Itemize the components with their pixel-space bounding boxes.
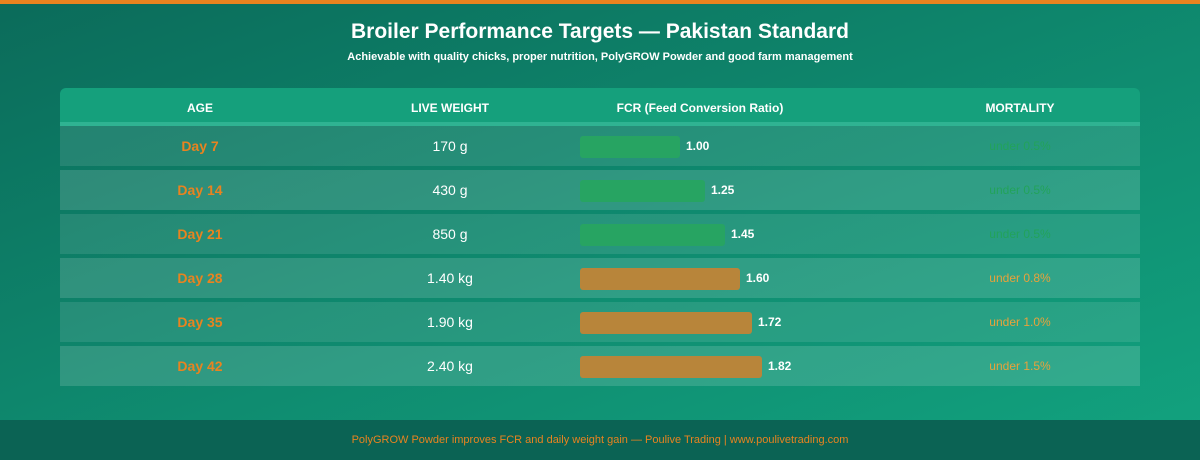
table-row: Day 7 170 g 1.00 under 0.5% (60, 126, 1140, 166)
mortality-cell: under 0.8% (989, 271, 1051, 285)
fcr-bar (580, 136, 680, 158)
column-header-age: AGE (186, 101, 213, 115)
table-row: Day 35 1.90 kg 1.72 under 1.0% (60, 302, 1140, 342)
fcr-value: 1.25 (711, 183, 735, 197)
fcr-bar (580, 312, 752, 334)
age-cell: Day 42 (177, 358, 223, 374)
fcr-value: 1.45 (731, 227, 755, 241)
age-cell: Day 14 (177, 182, 223, 198)
performance-table: AGE LIVE WEIGHT FCR (Feed Conversion Rat… (60, 88, 1140, 386)
table-row: Day 28 1.40 kg 1.60 under 0.8% (60, 258, 1140, 298)
page-subtitle: Achievable with quality chicks, proper n… (347, 51, 853, 63)
page-title: Broiler Performance Targets — Pakistan S… (351, 20, 849, 43)
live-weight-cell: 2.40 kg (427, 358, 473, 374)
live-weight-cell: 1.90 kg (427, 314, 473, 330)
mortality-cell: under 1.0% (989, 315, 1051, 329)
table-header: AGE LIVE WEIGHT FCR (Feed Conversion Rat… (60, 88, 1140, 126)
age-cell: Day 21 (177, 226, 223, 242)
age-cell: Day 35 (177, 314, 223, 330)
fcr-value: 1.82 (768, 359, 792, 373)
mortality-cell: under 1.5% (989, 359, 1051, 373)
footer-note: PolyGROW Powder improves FCR and daily w… (0, 420, 1200, 460)
mortality-cell: under 0.5% (989, 227, 1051, 241)
live-weight-cell: 430 g (432, 182, 468, 198)
fcr-bar (580, 224, 725, 246)
fcr-bar (580, 268, 740, 290)
column-header-fcr: FCR (Feed Conversion Ratio) (616, 101, 784, 115)
fcr-bar (580, 356, 762, 378)
table-row: Day 21 850 g 1.45 under 0.5% (60, 214, 1140, 254)
fcr-value: 1.60 (746, 271, 770, 285)
table-row: Day 14 430 g 1.25 under 0.5% (60, 170, 1140, 210)
live-weight-cell: 850 g (432, 226, 468, 242)
live-weight-cell: 1.40 kg (427, 270, 473, 286)
top-accent-bar (0, 0, 1200, 4)
live-weight-cell: 170 g (432, 138, 468, 154)
table-row: Day 42 2.40 kg 1.82 under 1.5% (60, 346, 1140, 386)
fcr-bar (580, 180, 705, 202)
column-header-live-weight: LIVE WEIGHT (411, 101, 489, 115)
mortality-cell: under 0.5% (989, 139, 1051, 153)
age-cell: Day 28 (177, 270, 223, 286)
fcr-value: 1.00 (686, 139, 710, 153)
mortality-cell: under 0.5% (989, 183, 1051, 197)
column-header-mortality: MORTALITY (985, 101, 1055, 115)
fcr-value: 1.72 (758, 315, 782, 329)
age-cell: Day 7 (181, 138, 219, 154)
